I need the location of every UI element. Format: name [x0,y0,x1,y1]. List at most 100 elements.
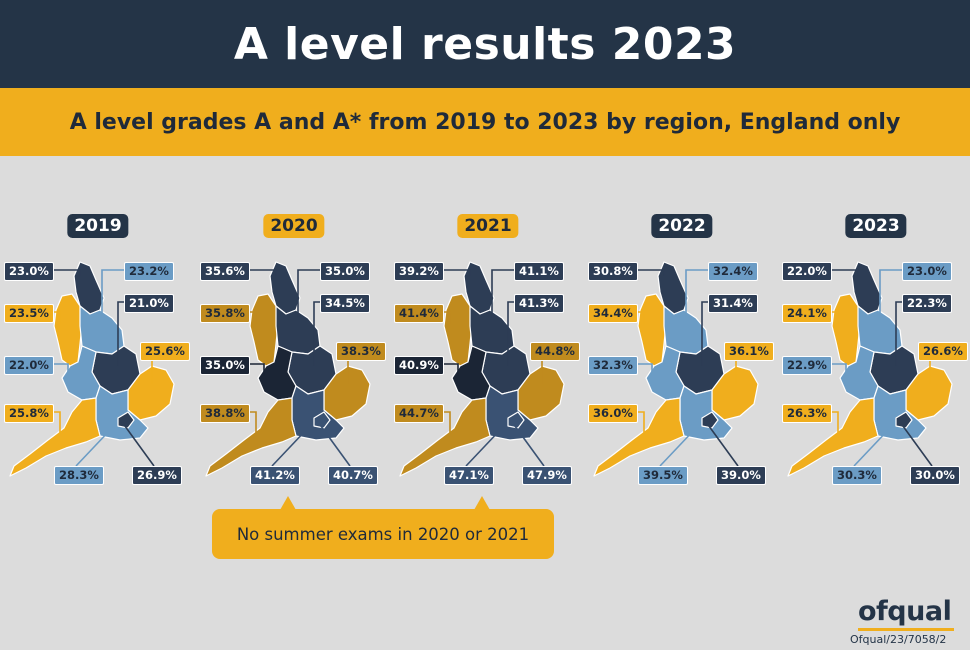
value-label-east-midlands-2021: 41.3% [514,294,564,313]
value-label-west-midlands-2021: 40.9% [394,356,444,375]
connector-west-midlands-2022 [632,363,653,376]
value-label-north-west-2020: 35.8% [200,304,250,323]
connector-london-2020 [317,421,351,467]
region-london-2020 [313,411,331,429]
map-panel-2019: 2019 23.0% 23.5% 22.0% 25.8% 23.2% 21.0% 25.6% 2… [0,214,196,490]
value-label-north-east-2022: 30.8% [588,262,638,281]
map-panel-2021: 2021 39.2% 41.4% 40.9% 44.7% 41.1% 41.3% 44.8% 4… [390,214,586,490]
value-label-london-2022: 39.0% [716,466,766,485]
value-label-north-east-2019: 23.0% [4,262,54,281]
region-south-west-2022 [593,397,685,477]
value-label-south-west-2021: 44.7% [394,404,444,423]
connector-yorkshire-and-the-humber-2020 [297,269,320,318]
connector-yorkshire-and-the-humber-2021 [491,269,514,318]
value-label-yorkshire-and-the-humber-2022: 32.4% [708,262,758,281]
value-label-south-west-2019: 25.8% [4,404,54,423]
connector-north-east-2019 [48,269,81,276]
region-south-west-2019 [9,397,101,477]
england-map-2023 [787,261,953,477]
year-badge-2023: 2023 [845,214,907,238]
value-label-south-east-2022: 39.5% [638,466,688,485]
value-label-south-west-2023: 26.3% [782,404,832,423]
value-label-east-of-england-2023: 26.6% [918,342,968,361]
connector-london-2021 [511,421,545,467]
value-label-south-east-2019: 28.3% [54,466,104,485]
region-north-west-2019 [53,293,83,367]
region-north-west-2021 [443,293,473,367]
england-map-2021 [399,261,565,477]
connector-west-midlands-2021 [438,363,459,376]
connector-east-midlands-2022 [701,301,708,366]
value-label-north-east-2020: 35.6% [200,262,250,281]
region-london-2019 [117,411,135,429]
value-label-london-2020: 40.7% [328,466,378,485]
value-label-east-of-england-2021: 44.8% [530,342,580,361]
value-label-west-midlands-2020: 35.0% [200,356,250,375]
value-label-yorkshire-and-the-humber-2021: 41.1% [514,262,564,281]
connector-yorkshire-and-the-humber-2023 [879,269,902,318]
logo-underline [858,628,954,631]
page-subtitle: A level grades A and A* from 2019 to 202… [69,109,901,135]
connector-london-2023 [899,421,933,467]
region-south-west-2021 [399,397,491,477]
region-south-west-2023 [787,397,879,477]
england-map-2020 [205,261,371,477]
region-north-west-2023 [831,293,861,367]
year-badge-2019: 2019 [67,214,129,238]
value-label-west-midlands-2019: 22.0% [4,356,54,375]
connector-london-2022 [705,421,739,467]
connector-east-midlands-2023 [895,301,902,366]
value-label-yorkshire-and-the-humber-2020: 35.0% [320,262,370,281]
connector-north-east-2022 [632,269,665,276]
value-label-north-west-2023: 24.1% [782,304,832,323]
connector-yorkshire-and-the-humber-2019 [101,269,124,318]
region-london-2022 [701,411,719,429]
reference-code: Ofqual/23/7058/2 [850,633,947,646]
value-label-west-midlands-2023: 22.9% [782,356,832,375]
connector-north-east-2020 [244,269,277,276]
region-north-west-2020 [249,293,279,367]
connector-south-east-2022 [659,427,697,467]
value-label-south-east-2023: 30.3% [832,466,882,485]
callout-text: No summer exams in 2020 or 2021 [236,524,530,544]
connector-west-midlands-2019 [48,363,69,376]
subtitle-bar: A level grades A and A* from 2019 to 202… [0,88,970,156]
callout-pointer-2020 [280,496,296,510]
value-label-south-west-2020: 38.8% [200,404,250,423]
connector-south-east-2019 [75,427,113,467]
value-label-yorkshire-and-the-humber-2023: 23.0% [902,262,952,281]
title-bar: A level results 2023 [0,0,970,88]
value-label-london-2023: 30.0% [910,466,960,485]
region-north-west-2022 [637,293,667,367]
connector-east-midlands-2021 [507,301,514,366]
value-label-yorkshire-and-the-humber-2019: 23.2% [124,262,174,281]
connector-east-midlands-2020 [313,301,320,366]
england-map-2022 [593,261,759,477]
map-panel-2022: 2022 30.8% 34.4% 32.3% 36.0% 32.4% 31.4% 36.1% 3… [584,214,780,490]
map-panel-2023: 2023 22.0% 24.1% 22.9% 26.3% 23.0% 22.3% 26.6% 3… [778,214,970,490]
connector-south-east-2023 [853,427,891,467]
value-label-south-east-2020: 41.2% [250,466,300,485]
value-label-west-midlands-2022: 32.3% [588,356,638,375]
value-label-north-east-2021: 39.2% [394,262,444,281]
value-label-east-of-england-2020: 38.3% [336,342,386,361]
callout-pointer-2021 [474,496,490,510]
value-label-east-midlands-2023: 22.3% [902,294,952,313]
ofqual-logo: ofqual [858,596,952,627]
region-south-west-2020 [205,397,297,477]
value-label-south-west-2022: 36.0% [588,404,638,423]
value-label-north-east-2023: 22.0% [782,262,832,281]
callout-box: No summer exams in 2020 or 2021 [212,509,554,559]
page-title: A level results 2023 [233,18,737,70]
value-label-east-of-england-2019: 25.6% [140,342,190,361]
value-label-east-midlands-2019: 21.0% [124,294,174,313]
connector-north-east-2021 [438,269,471,276]
value-label-east-of-england-2022: 36.1% [724,342,774,361]
map-panel-2020: 2020 35.6% 35.8% 35.0% 38.8% 35.0% 34.5% 38.3% 4… [196,214,392,490]
value-label-london-2019: 26.9% [132,466,182,485]
year-badge-2020: 2020 [263,214,325,238]
value-label-east-midlands-2020: 34.5% [320,294,370,313]
connector-south-east-2021 [465,427,503,467]
connector-west-midlands-2023 [826,363,847,376]
connector-london-2019 [121,421,155,467]
